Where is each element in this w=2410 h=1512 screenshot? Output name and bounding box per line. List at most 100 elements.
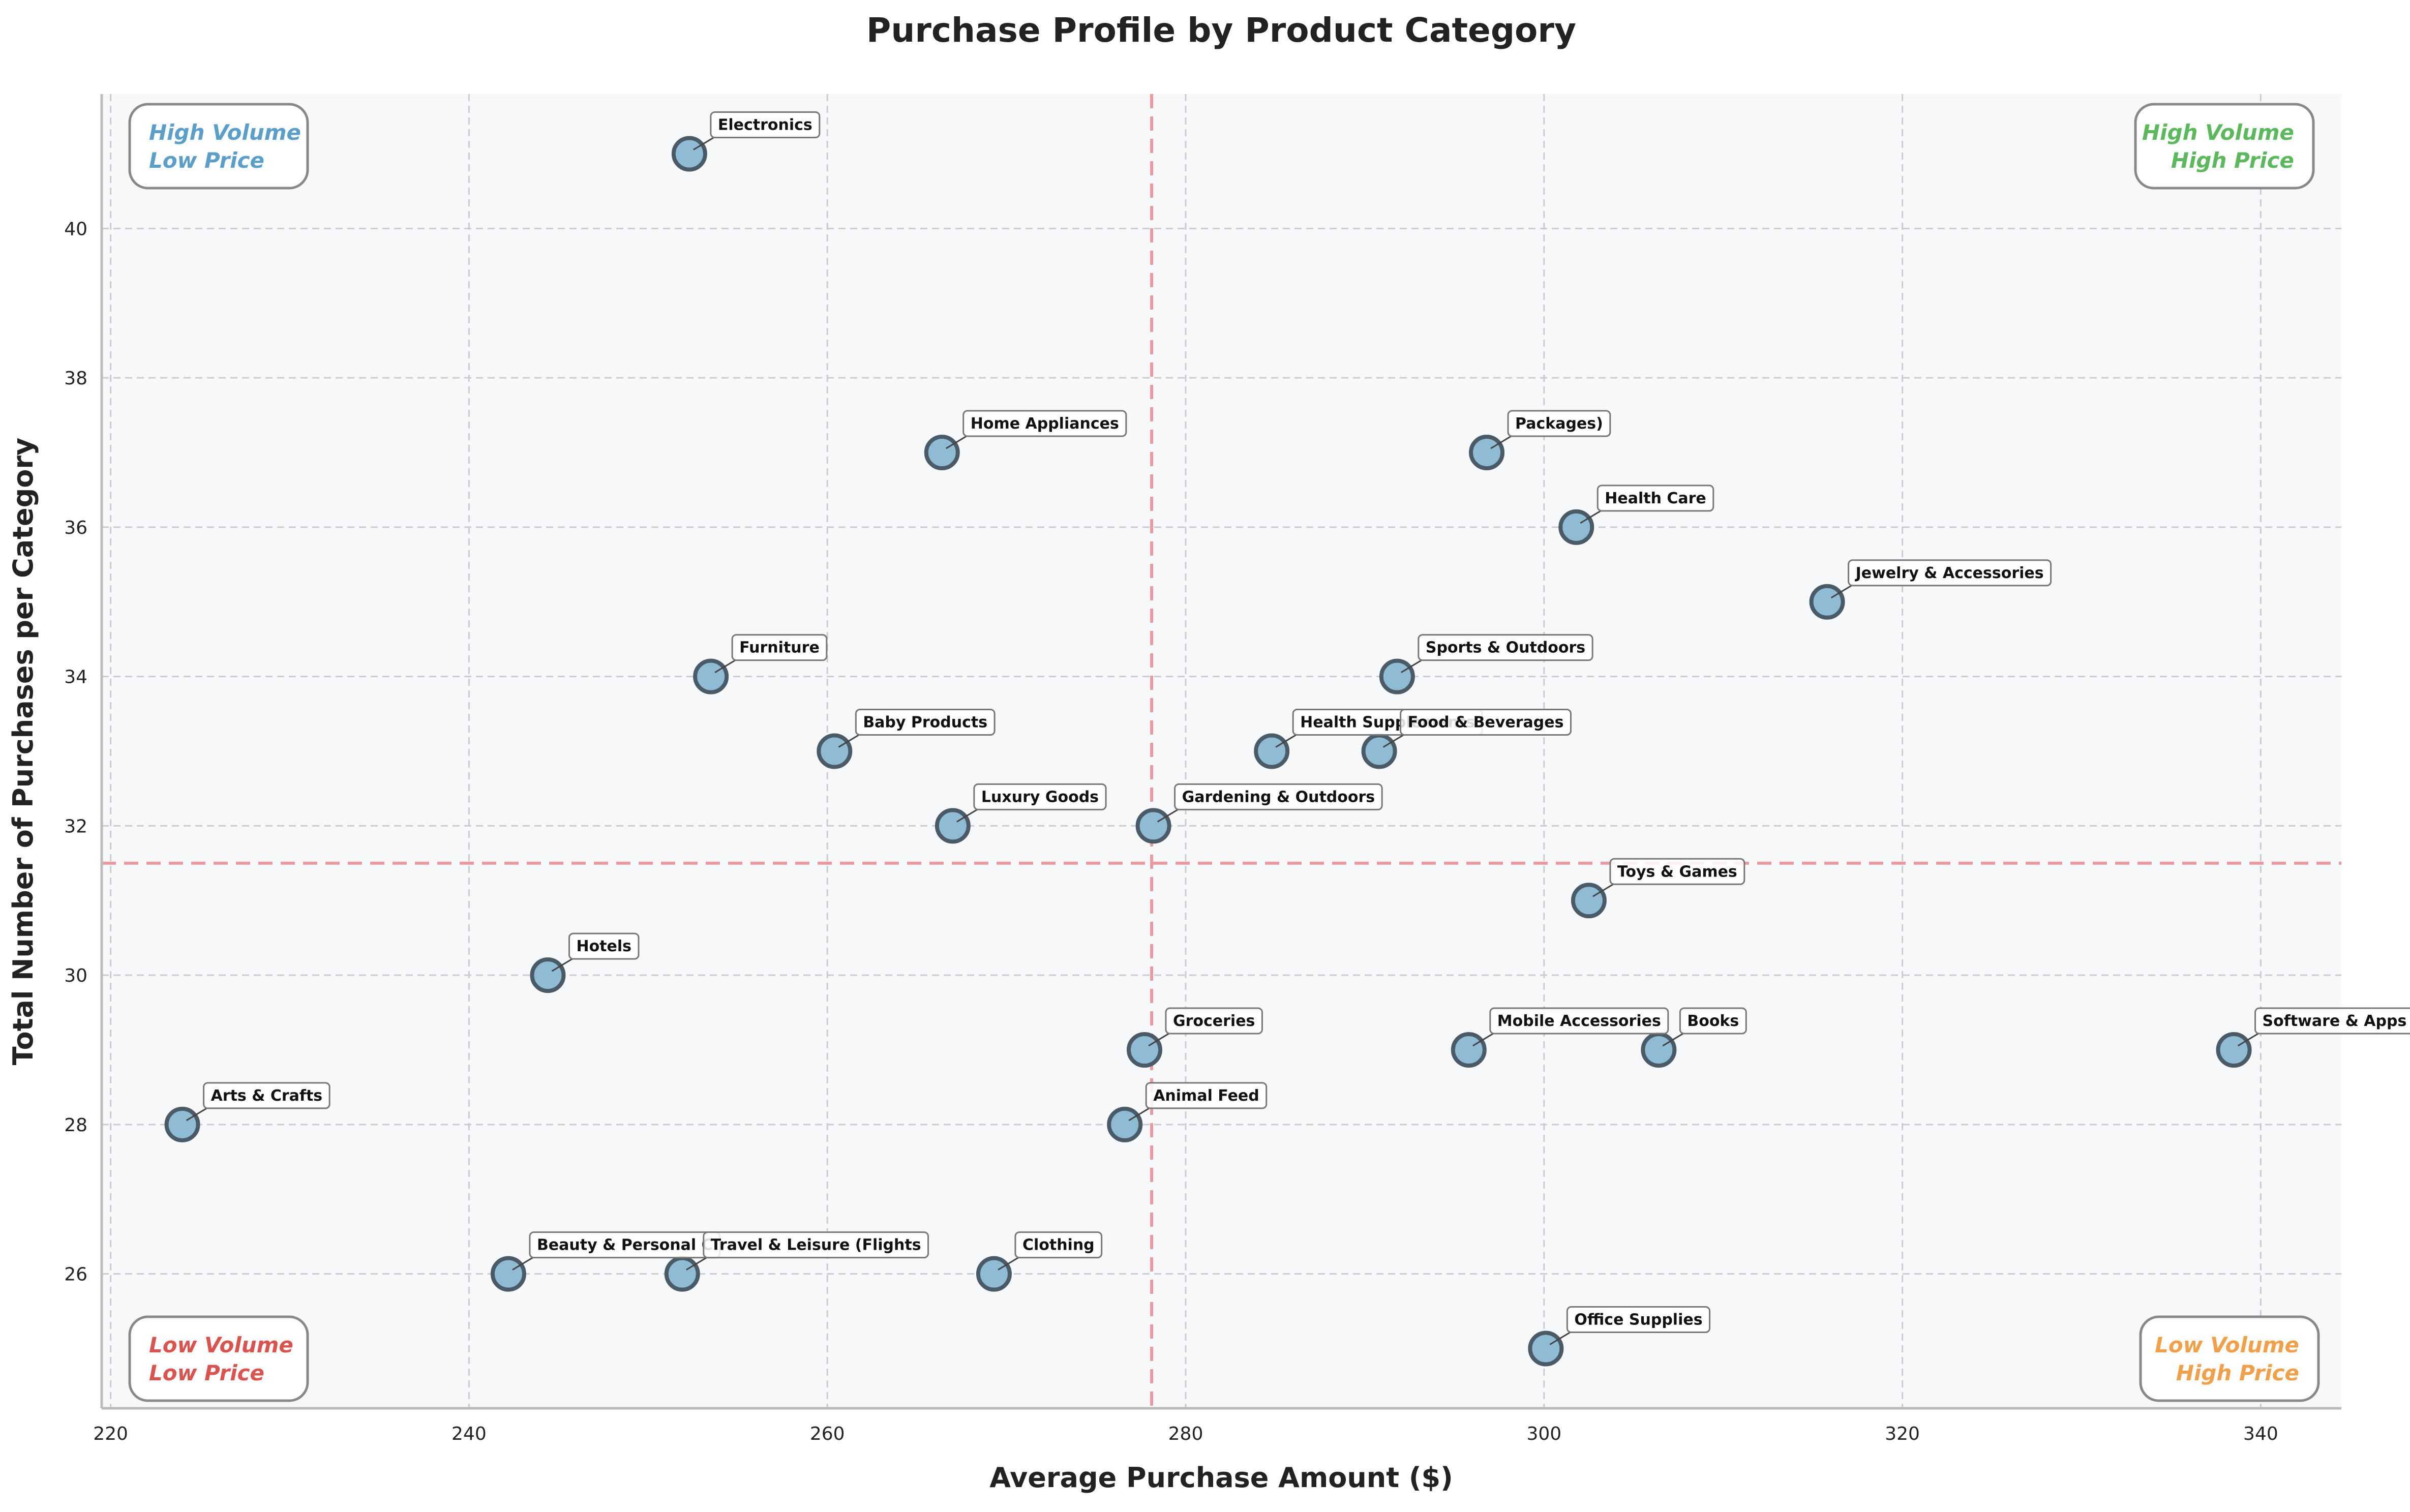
point-baby-products xyxy=(817,733,853,769)
label-furniture: Furniture xyxy=(714,634,828,673)
label-box xyxy=(710,111,821,138)
label-box xyxy=(2254,1007,2410,1035)
label-box xyxy=(1596,485,1714,512)
point-mobile-accessories xyxy=(1451,1032,1487,1068)
label-box xyxy=(1848,559,2052,587)
point-food-beverages xyxy=(1361,733,1397,769)
label-toys-games: Toys & Games xyxy=(1592,858,1745,897)
point-label: Health Care xyxy=(1605,490,1706,507)
label-box xyxy=(1014,1231,1103,1259)
label-leader xyxy=(1830,585,1852,599)
label-box xyxy=(1165,1007,1263,1035)
point-label: Groceries xyxy=(1173,1012,1255,1030)
point-label: Home Appliances xyxy=(971,415,1119,433)
quadrant-bottom-left: Low Volume Low Price xyxy=(128,1315,309,1402)
label-leader xyxy=(551,958,573,972)
point-health-care xyxy=(1558,509,1594,545)
label-leader xyxy=(2237,1033,2259,1047)
label-jewelry-accessories: Jewelry & Accessories xyxy=(1830,559,2052,599)
quadrant-top-right: High Volume High Price xyxy=(2134,103,2315,190)
point-gardening-outdoors xyxy=(1135,808,1171,844)
point-label: Baby Products xyxy=(863,714,987,732)
label-food-beverages: Food & Beverages xyxy=(1382,709,1572,748)
y-axis-label: Total Number of Purchases per Category xyxy=(7,438,39,1065)
label-box xyxy=(855,709,996,736)
x-tick-label: 220 xyxy=(93,1424,128,1444)
point-sports-outdoors xyxy=(1379,658,1415,694)
point-label: Sports & Outdoors xyxy=(1426,639,1585,657)
point-electronics xyxy=(671,136,707,172)
quadrant-labels: High Volume Low Price High Volume High Pric… xyxy=(128,103,2320,1402)
label-leader xyxy=(1490,435,1512,449)
point-label: Packages) xyxy=(1515,415,1603,433)
y-tick-label: 34 xyxy=(64,667,87,688)
label-box xyxy=(1489,1007,1669,1035)
label-leader xyxy=(1382,734,1404,748)
label-sports-outdoors: Sports & Outdoors xyxy=(1401,634,1593,673)
label-luxury-goods: Luxury Goods xyxy=(956,783,1107,823)
quadrant-line2: High Price xyxy=(2171,148,2294,173)
point-home-appliances xyxy=(924,435,960,470)
plot-background xyxy=(102,94,2341,1408)
point-groceries xyxy=(1126,1032,1162,1068)
quadrant-box xyxy=(128,103,309,190)
label-box xyxy=(1145,1082,1268,1109)
y-tick-label: 32 xyxy=(64,816,87,837)
label-box xyxy=(973,783,1107,810)
quadrant-box xyxy=(2139,1315,2320,1402)
label-box xyxy=(1418,634,1593,661)
label-electronics: Electronics xyxy=(693,111,821,150)
label-leader xyxy=(945,435,967,449)
label-groceries: Groceries xyxy=(1148,1007,1263,1047)
point-label: Mobile Accessories xyxy=(1497,1012,1661,1030)
quadrant-line2: High Price xyxy=(2176,1360,2299,1385)
point-label: Toys & Games xyxy=(1617,863,1737,881)
label-books: Books xyxy=(1662,1007,1747,1047)
data-points xyxy=(164,136,2252,1367)
label-health-care: Health Care xyxy=(1580,485,1714,524)
label-box xyxy=(1679,1007,1747,1035)
label-leader xyxy=(1148,1033,1169,1047)
point-label: Jewelry & Accessories xyxy=(1855,564,2044,582)
y-tick-label: 26 xyxy=(64,1264,87,1285)
quadrant-box xyxy=(2134,103,2315,190)
label-leader xyxy=(693,137,714,150)
point-jewelry-accessories xyxy=(1809,584,1845,620)
point-travel-leisure-flights xyxy=(664,1256,700,1292)
chart-title: Purchase Profile by Product Category xyxy=(866,11,1576,50)
label-clothing: Clothing xyxy=(998,1231,1103,1271)
label-home-appliances: Home Appliances xyxy=(945,410,1127,449)
point-label: Food & Beverages xyxy=(1408,714,1564,732)
label-box xyxy=(962,410,1127,437)
quadrant-line1: Low Volume xyxy=(149,1333,293,1357)
label-leader xyxy=(956,809,978,823)
quadrant-line1: High Volume xyxy=(149,120,301,145)
label-box xyxy=(1400,709,1572,736)
quadrant-line1: Low Volume xyxy=(2155,1333,2299,1357)
point-label: Animal Feed xyxy=(1153,1087,1259,1105)
point-label: Office Supplies xyxy=(1574,1311,1702,1329)
y-tick-label: 30 xyxy=(64,965,87,986)
point-packages xyxy=(1469,435,1505,470)
y-tick-label: 40 xyxy=(64,219,87,239)
label-box xyxy=(203,1082,330,1109)
label-box xyxy=(1507,410,1611,437)
point-books xyxy=(1641,1032,1677,1068)
label-box xyxy=(703,1231,929,1259)
label-box xyxy=(1566,1306,1711,1333)
point-label: Luxury Goods xyxy=(981,788,1099,806)
point-clothing xyxy=(976,1256,1012,1292)
point-label: Beauty & Personal C xyxy=(537,1236,713,1254)
label-office-supplies: Office Supplies xyxy=(1549,1306,1711,1345)
point-label: Software & Apps xyxy=(2263,1012,2407,1030)
label-hotels: Hotels xyxy=(551,932,640,972)
x-tick-label: 280 xyxy=(1168,1424,1203,1444)
label-leader xyxy=(998,1257,1019,1271)
label-leader xyxy=(686,1257,707,1271)
point-health-supplements xyxy=(1254,733,1290,769)
label-leader xyxy=(1128,1107,1150,1122)
label-leader xyxy=(1592,883,1614,897)
label-software-apps: Software & Apps xyxy=(2237,1007,2410,1047)
